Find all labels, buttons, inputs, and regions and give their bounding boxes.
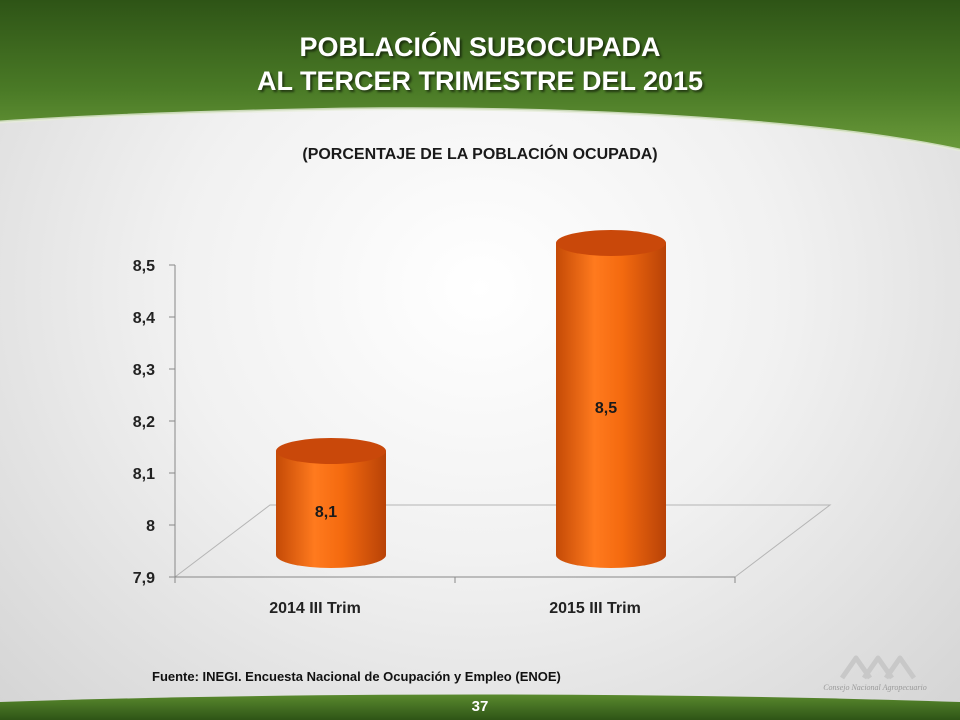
- y-tick-label: 8: [146, 518, 155, 535]
- bar-1: [276, 438, 386, 568]
- y-tick-label: 8,5: [133, 258, 155, 275]
- y-tick-label: 7,9: [133, 570, 155, 587]
- chart-subtitle: (PORCENTAJE DE LA POBLACIÓN OCUPADA): [302, 146, 658, 163]
- bar-value-label: 8,1: [315, 504, 337, 521]
- bar-top: [276, 438, 386, 464]
- cna-logo-icon: [839, 655, 917, 680]
- y-tick-label: 8,3: [133, 362, 155, 379]
- bar-2: [556, 230, 666, 568]
- source-note: Fuente: INEGI. Encuesta Nacional de Ocup…: [152, 669, 561, 684]
- x-axis-labels: 2014 III Trim 2015 III Trim: [269, 600, 641, 617]
- header-banner: [0, 0, 960, 152]
- x-tick-label: 2015 III Trim: [549, 600, 641, 617]
- bars: 8,1 8,5: [276, 230, 666, 568]
- bar-value-label: 8,5: [595, 400, 617, 417]
- footer-bar: [0, 694, 960, 720]
- bar-body: [276, 451, 386, 568]
- x-tick-label: 2014 III Trim: [269, 600, 361, 617]
- y-tick-label: 8,1: [133, 466, 155, 483]
- logo-text: Consejo Nacional Agropecuario: [823, 683, 927, 692]
- y-axis-ticks: 7,9 8 8,1 8,2 8,3 8,4 8,5: [133, 258, 736, 587]
- y-tick-label: 8,4: [133, 310, 155, 327]
- y-tick-label: 8,2: [133, 414, 155, 431]
- page-title: POBLACIÓN SUBOCUPADA AL TERCER TRIMESTRE…: [0, 30, 960, 98]
- bar-top: [556, 230, 666, 256]
- chart-floor: [173, 504, 832, 578]
- page-number: 37: [471, 698, 489, 715]
- bar-body: [556, 243, 666, 568]
- title-line-1: POBLACIÓN SUBOCUPADA: [299, 32, 661, 62]
- title-line-2: AL TERCER TRIMESTRE DEL 2015: [256, 66, 704, 96]
